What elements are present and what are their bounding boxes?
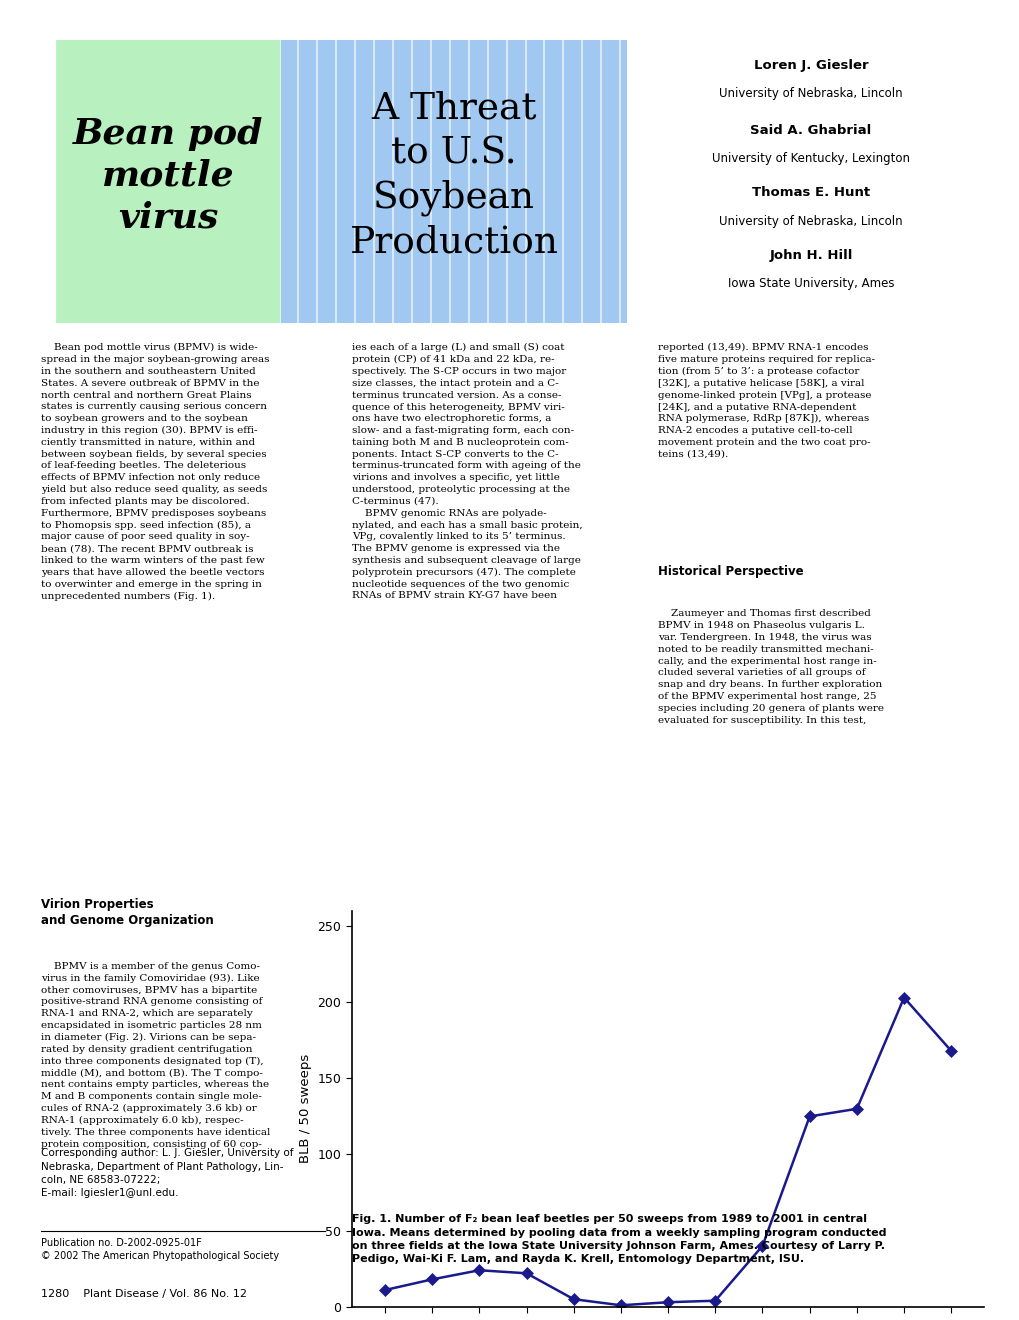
Text: University of Kentucky, Lexington: University of Kentucky, Lexington <box>711 152 909 165</box>
Text: Fig. 1. Number of F₂ bean leaf beetles per 50 sweeps from 1989 to 2001 in centra: Fig. 1. Number of F₂ bean leaf beetles p… <box>352 1214 886 1265</box>
Text: University of Nebraska, Lincoln: University of Nebraska, Lincoln <box>718 215 902 228</box>
FancyBboxPatch shape <box>56 40 280 323</box>
Text: Corresponding author: L. J. Giesler, University of
Nebraska, Department of Plant: Corresponding author: L. J. Giesler, Uni… <box>41 1148 293 1199</box>
Text: Virion Properties
and Genome Organization: Virion Properties and Genome Organizatio… <box>41 898 213 927</box>
FancyBboxPatch shape <box>280 40 627 323</box>
Text: 1280    Plant Disease / Vol. 86 No. 12: 1280 Plant Disease / Vol. 86 No. 12 <box>41 1290 247 1299</box>
Text: A Threat
to U.S.
Soybean
Production: A Threat to U.S. Soybean Production <box>350 91 557 260</box>
Text: Zaumeyer and Thomas first described
BPMV in 1948 on Phaseolus vulgaris L.
var. T: Zaumeyer and Thomas first described BPMV… <box>657 610 883 725</box>
Text: Said A. Ghabrial: Said A. Ghabrial <box>750 124 870 137</box>
Text: Bean pod mottle virus (BPMV) is wide-
spread in the major soybean-growing areas
: Bean pod mottle virus (BPMV) is wide- sp… <box>41 343 269 601</box>
Text: BPMV is a member of the genus Como-
virus in the family Comoviridae (93). Like
o: BPMV is a member of the genus Como- viru… <box>41 962 270 1148</box>
Text: Loren J. Giesler: Loren J. Giesler <box>753 58 867 71</box>
Text: Bean pod
mottle
virus: Bean pod mottle virus <box>73 116 263 235</box>
Text: Historical Perspective: Historical Perspective <box>657 565 803 578</box>
Text: University of Nebraska, Lincoln: University of Nebraska, Lincoln <box>718 87 902 100</box>
Text: Publication no. D-2002-0925-01F
© 2002 The American Phytopathological Society: Publication no. D-2002-0925-01F © 2002 T… <box>41 1238 278 1261</box>
Text: John H. Hill: John H. Hill <box>768 248 852 261</box>
Y-axis label: BLB / 50 sweeps: BLB / 50 sweeps <box>299 1055 312 1163</box>
Text: Iowa State University, Ames: Iowa State University, Ames <box>727 277 894 290</box>
Text: Thomas E. Hunt: Thomas E. Hunt <box>751 186 869 199</box>
Text: reported (13,49). BPMV RNA-1 encodes
five mature proteins required for replica-
: reported (13,49). BPMV RNA-1 encodes fiv… <box>657 343 874 459</box>
Text: ies each of a large (L) and small (S) coat
protein (CP) of 41 kDa and 22 kDa, re: ies each of a large (L) and small (S) co… <box>352 343 582 601</box>
